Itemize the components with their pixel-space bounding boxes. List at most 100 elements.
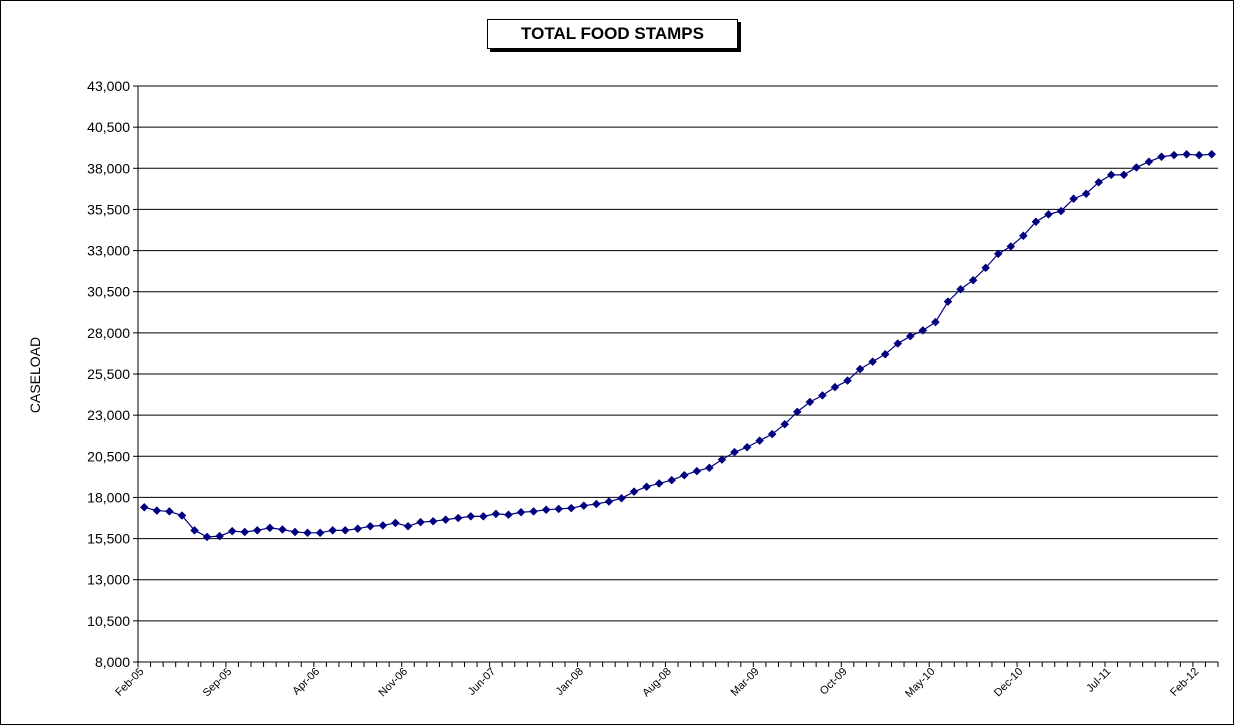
data-point bbox=[1132, 163, 1141, 172]
data-point bbox=[391, 518, 400, 528]
data-point bbox=[642, 482, 651, 492]
data-point bbox=[956, 284, 965, 294]
x-tick-label: Jan-08 bbox=[554, 666, 586, 698]
data-point bbox=[855, 364, 865, 374]
data-point bbox=[1157, 152, 1166, 162]
data-point bbox=[767, 429, 777, 439]
x-tick-label: May-10 bbox=[903, 666, 937, 700]
data-point bbox=[579, 501, 589, 511]
y-axis-title: CASELOAD bbox=[27, 337, 43, 413]
data-point bbox=[353, 524, 363, 534]
data-point bbox=[679, 470, 689, 480]
data-point bbox=[1044, 210, 1053, 219]
x-axis-ticks: Feb-05 Sep-05 Apr-06 Nov-06 Jun-07 Jan-08 Aug-… bbox=[113, 662, 1219, 700]
data-point bbox=[378, 521, 388, 530]
data-point bbox=[1069, 194, 1078, 204]
x-tick-label: Apr-06 bbox=[290, 666, 322, 698]
x-tick-label: Feb-05 bbox=[113, 666, 146, 699]
data-point bbox=[1031, 217, 1041, 227]
data-point bbox=[202, 532, 212, 542]
data-point bbox=[441, 515, 451, 524]
data-point bbox=[303, 528, 312, 538]
data-point bbox=[165, 507, 174, 516]
y-tick-label: 40,500 bbox=[87, 119, 130, 135]
data-point bbox=[554, 504, 564, 514]
data-point bbox=[139, 502, 149, 512]
data-point bbox=[880, 349, 890, 359]
y-tick-label: 35,500 bbox=[87, 201, 130, 217]
y-tick-label: 25,500 bbox=[87, 366, 130, 382]
data-point bbox=[604, 497, 614, 506]
data-point bbox=[968, 275, 978, 285]
data-point bbox=[805, 397, 815, 407]
data-point bbox=[340, 525, 350, 535]
data-point bbox=[617, 493, 626, 503]
data-point bbox=[1169, 150, 1179, 160]
data-point bbox=[1018, 231, 1028, 241]
data-point bbox=[252, 525, 262, 535]
x-tick-label: Mar-09 bbox=[729, 666, 762, 699]
data-point bbox=[1182, 149, 1191, 159]
x-tick-label: Jul-11 bbox=[1084, 666, 1113, 695]
data-point bbox=[227, 526, 237, 536]
data-point bbox=[1094, 177, 1104, 187]
data-point bbox=[240, 527, 250, 537]
data-point bbox=[981, 263, 991, 273]
y-tick-label: 20,500 bbox=[87, 448, 130, 464]
y-tick-label: 18,000 bbox=[87, 489, 130, 505]
data-point bbox=[780, 419, 790, 429]
data-point bbox=[1144, 157, 1154, 167]
x-tick-label: Sep-05 bbox=[201, 666, 235, 700]
data-point bbox=[416, 517, 425, 527]
y-tick-label: 13,000 bbox=[87, 572, 130, 588]
data-point bbox=[792, 407, 802, 417]
x-tick-label: Nov-06 bbox=[377, 666, 411, 700]
y-tick-label: 15,500 bbox=[87, 531, 130, 547]
y-tick-label: 38,000 bbox=[87, 160, 130, 176]
data-point bbox=[918, 326, 928, 335]
series-line bbox=[144, 153, 1212, 538]
data-point bbox=[1081, 189, 1091, 199]
data-point bbox=[905, 331, 915, 341]
data-point bbox=[868, 357, 878, 367]
data-point bbox=[315, 528, 325, 538]
data-point bbox=[717, 455, 727, 464]
data-point bbox=[328, 525, 338, 535]
data-point bbox=[1119, 170, 1129, 180]
data-point bbox=[453, 513, 463, 523]
y-tick-label: 33,000 bbox=[87, 243, 130, 259]
chart-title-box: TOTAL FOOD STAMPS bbox=[487, 19, 738, 49]
chart-title: TOTAL FOOD STAMPS bbox=[521, 24, 704, 43]
data-point bbox=[1207, 149, 1217, 159]
data-point bbox=[667, 475, 677, 485]
x-tick-label: Dec-10 bbox=[992, 666, 1026, 700]
data-point bbox=[629, 487, 639, 497]
data-point bbox=[177, 511, 187, 520]
data-point bbox=[428, 516, 438, 526]
data-point bbox=[403, 521, 413, 531]
data-point bbox=[755, 436, 764, 446]
data-point bbox=[931, 317, 940, 327]
x-tick-label: Oct-09 bbox=[818, 666, 850, 698]
data-point bbox=[1006, 242, 1016, 251]
x-tick-label: Aug-08 bbox=[640, 666, 674, 700]
data-point bbox=[566, 503, 576, 513]
data-point bbox=[943, 297, 953, 306]
data-point bbox=[516, 507, 526, 517]
data-point bbox=[742, 442, 752, 452]
y-tick-label: 43,000 bbox=[87, 78, 130, 94]
y-tick-label: 8,000 bbox=[95, 654, 130, 670]
data-point bbox=[654, 479, 664, 488]
data-point bbox=[478, 512, 488, 521]
data-point bbox=[893, 339, 903, 348]
y-tick-label: 10,500 bbox=[87, 613, 130, 629]
data-point bbox=[592, 499, 601, 509]
data-point bbox=[830, 382, 840, 392]
series-caseload bbox=[139, 149, 1217, 542]
data-point bbox=[365, 521, 375, 531]
data-point bbox=[215, 531, 224, 541]
x-tick-label: Jun-07 bbox=[466, 666, 498, 698]
data-point bbox=[1106, 170, 1116, 180]
y-tick-label: 30,500 bbox=[87, 284, 130, 300]
